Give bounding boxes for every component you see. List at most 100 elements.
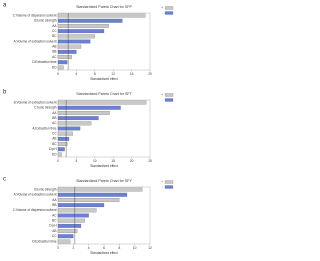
y-tick-label: BB (52, 203, 56, 207)
panel-label: a (3, 3, 7, 9)
legend-label: + (161, 180, 163, 184)
panel-label: b (3, 90, 7, 96)
y-tick-label: DD (52, 152, 57, 156)
x-tick-label: 0 (57, 246, 59, 250)
x-axis-label: Standardized effect (90, 164, 118, 168)
x-tick-label: 0 (57, 159, 59, 163)
y-tick-label: A:Volume of extraction solvent (14, 193, 57, 197)
y-tick-label: BB (52, 50, 56, 54)
x-tick-label: 8 (118, 246, 120, 250)
bar (57, 105, 121, 110)
bar (57, 192, 128, 197)
x-tick-label: 20 (130, 159, 134, 163)
bar (57, 116, 99, 121)
y-tick-label: D:pH (49, 147, 57, 151)
y-tick-label: CC (52, 132, 57, 136)
bar (57, 239, 71, 244)
bar (57, 234, 74, 239)
x-tick-label: 4 (88, 246, 90, 250)
y-tick-label: AA (52, 24, 57, 28)
x-tick-label: 12 (111, 72, 115, 76)
bar (57, 198, 120, 202)
legend-label: - (162, 98, 163, 102)
x-tick-label: 8 (94, 72, 96, 76)
bar (57, 223, 82, 228)
y-tick-label: D:pH (49, 224, 57, 228)
bar (57, 142, 68, 146)
bar (57, 44, 82, 49)
chart-title: Standardized Pareto Chart for SFP (76, 5, 132, 9)
x-tick-label: 20 (148, 72, 152, 76)
x-tick-label: 5 (76, 159, 78, 163)
y-tick-label: AC (52, 55, 57, 59)
x-tick-label: 25 (148, 159, 152, 163)
bar (57, 213, 89, 218)
figure: a Standardized Pareto Chart for SFP 0 4 8 12 1… (3, 3, 174, 255)
legend-swatch (164, 185, 174, 189)
y-tick-label: A:Volume of extraction solvent (14, 39, 57, 43)
bar (57, 218, 85, 223)
legend-swatch (164, 180, 174, 184)
chart-title: Standardized Pareto Chart for SFY (76, 179, 132, 183)
bar (57, 49, 77, 54)
bar (57, 229, 78, 233)
bar (57, 136, 70, 141)
x-tick-label: 10 (93, 159, 97, 163)
y-tick-label: AC (52, 213, 57, 217)
y-tick-label: BC (52, 142, 57, 146)
x-tick-label: 0 (57, 72, 59, 76)
y-tick-label: AA (52, 111, 57, 115)
legend-label: + (161, 6, 163, 10)
x-tick-label: 4 (76, 72, 78, 76)
y-tick-label: D:Extraction time (32, 60, 56, 64)
legend-swatch (164, 98, 174, 102)
bar (57, 60, 68, 65)
bar (57, 126, 81, 131)
bar (57, 34, 95, 39)
bar (57, 208, 97, 213)
y-tick-label: C:Volume of dispersion solvent (13, 13, 57, 17)
y-tick-label: DD (52, 65, 57, 69)
x-tick-label: 6 (103, 246, 105, 250)
y-tick-label: A:Extraction time (32, 126, 56, 130)
y-tick-label: BC (52, 34, 57, 38)
x-tick-label: 12 (148, 246, 152, 250)
bar (57, 147, 65, 152)
bar (57, 18, 123, 23)
y-tick-label: C:Volume of dispersion solvent (13, 208, 57, 212)
legend-label: - (162, 11, 163, 15)
y-tick-label: AA (52, 198, 57, 202)
y-tick-label: BB (52, 116, 56, 120)
y-tick-label: CC (52, 234, 57, 238)
legend-label: - (162, 185, 163, 189)
y-tick-label: AB (52, 137, 56, 141)
y-tick-label: AB (52, 229, 56, 233)
y-tick-label: AB (52, 45, 56, 49)
x-tick-label: 2 (72, 246, 74, 250)
bar (57, 55, 72, 59)
bar (57, 29, 105, 34)
legend-swatch (164, 6, 174, 10)
bar (57, 100, 147, 105)
legend-swatch (164, 93, 174, 97)
legend-label: + (161, 93, 163, 97)
bar (57, 152, 62, 157)
y-tick-label: C:Ionic strength (34, 106, 57, 110)
y-tick-label: B:Volume of extraction solvent (14, 100, 57, 104)
panel-label: c (3, 177, 6, 183)
bar (57, 24, 109, 28)
bar (57, 203, 105, 208)
bar (57, 65, 64, 70)
bar (57, 111, 110, 115)
x-tick-label: 16 (130, 72, 134, 76)
y-tick-label: AC (52, 121, 57, 125)
y-tick-label: B:Ionic strength (34, 19, 56, 23)
x-tick-label: 10 (133, 246, 137, 250)
y-tick-label: BC (52, 219, 57, 223)
bar (57, 131, 73, 136)
y-tick-label: CC (52, 29, 57, 33)
chart-title: Standardized Pareto Chart for SFT (76, 92, 132, 96)
bar (57, 13, 146, 18)
x-axis-label: Standardized effect (90, 77, 118, 81)
